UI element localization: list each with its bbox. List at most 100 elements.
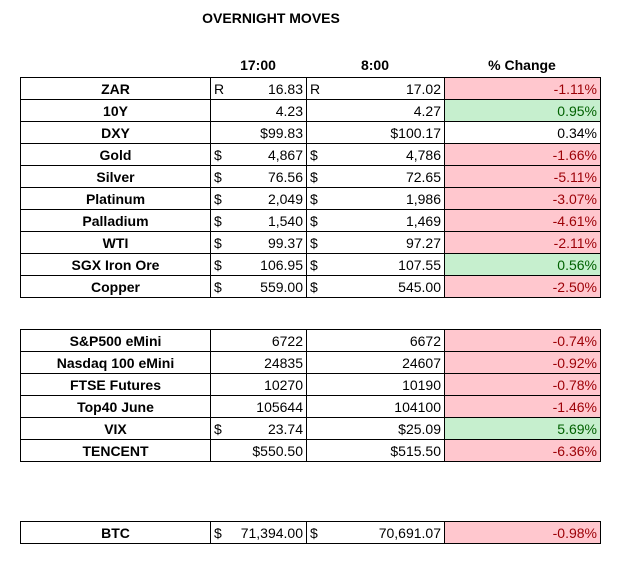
- value-text: 6722: [271, 332, 303, 349]
- value-text: 4,867: [267, 146, 303, 163]
- value-800: 24607: [306, 351, 445, 374]
- value-1700: $550.50: [210, 439, 307, 462]
- value-text: 16.83: [267, 80, 303, 97]
- table-row: 10Y 4.23 4.27 0.95%: [20, 99, 601, 122]
- value-1700: 4.23: [210, 99, 307, 122]
- value-text: 545.00: [398, 278, 441, 295]
- currency-symbol: $: [214, 420, 222, 437]
- value-text: 107.55: [398, 256, 441, 273]
- value-text: 105644: [256, 398, 303, 415]
- currency-symbol: $: [214, 256, 222, 273]
- value-text: $515.50: [390, 442, 441, 459]
- instrument-name: Silver: [20, 165, 211, 188]
- indices-equities-table: S&P500 eMini 6722 6672 -0.74% Nasdaq 100 eMi…: [20, 329, 601, 462]
- table-row: Gold $4,867 $4,786 -1.66%: [20, 143, 601, 166]
- value-800: $97.27: [306, 231, 445, 254]
- value-text: 4,786: [405, 146, 441, 163]
- value-1700: 24835: [210, 351, 307, 374]
- instrument-name: Platinum: [20, 187, 211, 210]
- value-text: 99.37: [267, 234, 303, 251]
- value-1700: $1,540: [210, 209, 307, 232]
- value-800: 104100: [306, 395, 445, 418]
- currency-symbol: $: [310, 278, 318, 295]
- value-text: 2,049: [267, 190, 303, 207]
- pct-change: -1.46%: [444, 395, 601, 418]
- currency-symbol: $: [214, 146, 222, 163]
- value-1700: $99.83: [210, 121, 307, 144]
- value-800: $70,691.07: [306, 521, 445, 544]
- pct-change: -6.36%: [444, 439, 601, 462]
- pct-change: -4.61%: [444, 209, 601, 232]
- table-row: S&P500 eMini 6722 6672 -0.74%: [20, 329, 601, 352]
- currency-symbol: $: [310, 234, 318, 251]
- value-text: 17.02: [405, 80, 441, 97]
- value-800: $545.00: [306, 275, 445, 298]
- table-row: SGX Iron Ore $106.95 $107.55 0.56%: [20, 253, 601, 276]
- pct-change: -2.50%: [444, 275, 601, 298]
- crypto-table: BTC $71,394.00 $70,691.07 -0.98%: [20, 521, 601, 544]
- value-text: 23.74: [267, 420, 303, 437]
- instrument-name: Palladium: [20, 209, 211, 232]
- instrument-name: WTI: [20, 231, 211, 254]
- pct-change: -0.74%: [444, 329, 601, 352]
- pct-change: -1.11%: [444, 77, 601, 100]
- pct-change: -1.66%: [444, 143, 601, 166]
- value-1700: 6722: [210, 329, 307, 352]
- instrument-name: ZAR: [20, 77, 211, 100]
- currency-symbol: $: [214, 212, 222, 229]
- value-1700: $4,867: [210, 143, 307, 166]
- pct-change: -5.11%: [444, 165, 601, 188]
- value-text: 24835: [264, 354, 303, 371]
- value-text: 1,540: [267, 212, 303, 229]
- value-text: 4.23: [275, 102, 303, 119]
- instrument-name: TENCENT: [20, 439, 211, 462]
- value-text: 4.27: [413, 102, 441, 119]
- table-row: TENCENT $550.50 $515.50 -6.36%: [20, 439, 601, 462]
- value-1700: $99.37: [210, 231, 307, 254]
- pct-change: -2.11%: [444, 231, 601, 254]
- pct-change: 0.34%: [444, 121, 601, 144]
- currency-symbol: $: [310, 146, 318, 163]
- value-800: 6672: [306, 329, 445, 352]
- page-title: OVERNIGHT MOVES: [202, 10, 340, 26]
- commodities-fx-table: ZAR R 16.83 R 17.02 -1.11% 10Y 4.23 4.27 0.95% DXY…: [20, 77, 601, 298]
- value-1700: $2,049: [210, 187, 307, 210]
- value-1700: $23.74: [210, 417, 307, 440]
- value-1700: R 16.83: [210, 77, 307, 100]
- currency-symbol: R: [310, 80, 321, 97]
- value-800: $72.65: [306, 165, 445, 188]
- value-1700: $106.95: [210, 253, 307, 276]
- table-row: Platinum $2,049 $1,986 -3.07%: [20, 187, 601, 210]
- value-1700: 10270: [210, 373, 307, 396]
- currency-symbol: R: [214, 80, 225, 97]
- currency-symbol: $: [310, 212, 318, 229]
- instrument-name: VIX: [20, 417, 211, 440]
- pct-change: -0.92%: [444, 351, 601, 374]
- value-800: $4,786: [306, 143, 445, 166]
- instrument-name: Copper: [20, 275, 211, 298]
- instrument-name: DXY: [20, 121, 211, 144]
- value-text: 1,469: [405, 212, 441, 229]
- value-text: 1,986: [405, 190, 441, 207]
- pct-change: 5.69%: [444, 417, 601, 440]
- value-text: 10190: [402, 376, 441, 393]
- currency-symbol: $: [310, 524, 318, 541]
- value-800: 10190: [306, 373, 445, 396]
- instrument-name: FTSE Futures: [20, 373, 211, 396]
- table-row: DXY $99.83 $100.17 0.34%: [20, 121, 601, 144]
- value-text: 70,691.07: [378, 524, 441, 541]
- instrument-name: SGX Iron Ore: [20, 253, 211, 276]
- value-800: R 17.02: [306, 77, 445, 100]
- value-text: 97.27: [405, 234, 441, 251]
- currency-symbol: $: [214, 524, 222, 541]
- table-row: Copper $559.00 $545.00 -2.50%: [20, 275, 601, 298]
- value-text: 72.65: [405, 168, 441, 185]
- table-row: BTC $71,394.00 $70,691.07 -0.98%: [20, 521, 601, 544]
- table-row: Palladium $1,540 $1,469 -4.61%: [20, 209, 601, 232]
- value-800: $107.55: [306, 253, 445, 276]
- table-row: WTI $99.37 $97.27 -2.11%: [20, 231, 601, 254]
- value-800: $25.09: [306, 417, 445, 440]
- value-text: $99.83: [260, 124, 303, 141]
- currency-symbol: $: [214, 168, 222, 185]
- value-800: 4.27: [306, 99, 445, 122]
